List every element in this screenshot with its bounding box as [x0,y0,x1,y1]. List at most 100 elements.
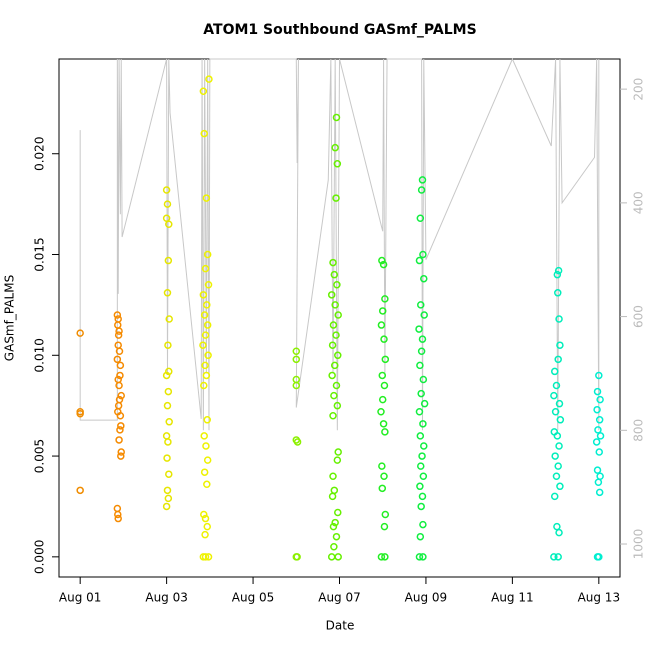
data-point [415,553,424,561]
data-point [417,301,425,309]
data-point [329,258,337,267]
data-point [419,553,427,561]
y2-tick-label: 200 [632,78,646,101]
data-point [418,335,427,343]
data-point [162,186,171,194]
data-point [114,401,123,410]
x-tick-label: Aug 01 [59,591,102,605]
data-point [331,518,339,527]
data-point [203,522,211,531]
data-point [117,452,125,460]
data-point [550,391,558,400]
data-point [334,448,342,456]
data-point [114,341,122,349]
data-point [115,381,123,390]
data-point [554,462,562,470]
data-point [162,502,171,511]
data-point [332,381,341,390]
data-point [165,470,173,478]
data-point [165,220,173,229]
data-point [550,492,559,501]
data-point [416,432,425,440]
data-point [553,522,561,531]
data-point [115,327,123,335]
data-point [116,426,124,434]
data-point [114,331,123,339]
data-point [328,371,336,380]
data-point [204,280,213,289]
data-point [381,553,389,561]
data-point [293,553,301,561]
data-point [162,432,171,440]
data-point [330,391,338,400]
data-point [378,371,387,380]
data-point [379,260,388,269]
data-point [329,321,338,329]
data-point [333,160,342,168]
data-point [330,270,339,279]
data-point [292,347,301,356]
data-point [380,335,388,343]
data-point [164,256,173,265]
data-point [332,194,340,202]
data-point [419,375,428,384]
data-point [555,442,563,450]
data-point [117,391,125,400]
data-point [201,264,210,273]
data-point [76,329,84,337]
data-point [417,347,426,356]
data-point [556,416,565,424]
data-point [556,341,564,349]
data-point [419,520,427,529]
data-point [556,482,564,491]
data-point [418,452,426,460]
data-point [116,412,125,420]
data-point [418,492,427,501]
data-point [595,553,603,561]
data-point [200,510,208,519]
data-point [594,426,602,434]
data-point [551,452,559,460]
data-point [417,502,425,511]
data-point [201,514,210,523]
data-point [415,407,424,416]
data-point [381,355,390,364]
data-point [555,315,563,323]
data-point [416,214,425,222]
data-point [592,438,601,446]
data-point [292,381,301,390]
data-point [377,553,386,561]
data-point [415,256,424,265]
data-point [420,274,428,283]
data-point [202,194,211,202]
data-point [163,289,172,297]
data-point [380,522,389,531]
data-point [199,291,208,299]
data-point [203,321,212,329]
data-point [596,395,604,404]
data-point [381,510,390,519]
data-point [327,291,336,299]
data-point [552,472,561,480]
data-point [417,462,425,470]
data-point [417,186,426,194]
y-axis-label: GASmf_PALMS [3,275,17,361]
data-point [164,438,172,446]
data-point [377,321,386,329]
data-point [378,462,386,470]
data-point [420,442,428,450]
data-point [420,399,429,408]
data-point [200,311,209,319]
data-point [205,75,213,83]
x-tick-label: Aug 07 [318,591,361,605]
data-point [554,355,562,364]
data-point [199,341,207,349]
x-tick-label: Aug 05 [232,591,275,605]
data-point [116,371,124,380]
y2-tick-label: 1000 [632,529,646,560]
data-point [201,530,209,539]
x-tick-label: Aug 09 [405,591,448,605]
data-point [378,484,387,493]
data-point [203,250,212,259]
data-point [328,341,337,349]
